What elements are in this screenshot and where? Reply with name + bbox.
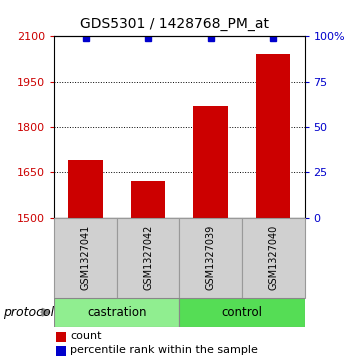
Text: GSM1327039: GSM1327039 [206, 225, 216, 290]
Bar [179, 298, 304, 327]
Text: GSM1327041: GSM1327041 [80, 225, 91, 290]
Text: castration: castration [87, 306, 147, 319]
Text: GSM1327042: GSM1327042 [143, 225, 153, 290]
Bar [54, 218, 117, 298]
Text: GSM1327040: GSM1327040 [268, 225, 278, 290]
Text: protocol: protocol [4, 306, 55, 319]
Text: GDS5301 / 1428768_PM_at: GDS5301 / 1428768_PM_at [80, 17, 270, 30]
Bar [179, 218, 242, 298]
Bar [54, 298, 179, 327]
Bar [131, 182, 165, 218]
Bar [242, 218, 304, 298]
Bar [194, 106, 228, 218]
Bar [256, 54, 290, 218]
Text: control: control [222, 306, 262, 319]
Bar [68, 160, 103, 218]
Text: percentile rank within the sample: percentile rank within the sample [70, 345, 258, 355]
Bar [117, 218, 179, 298]
Text: count: count [70, 331, 101, 341]
